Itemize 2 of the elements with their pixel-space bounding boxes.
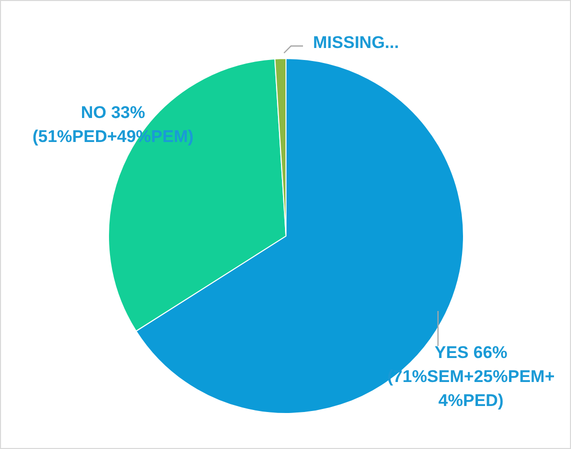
slice-label: YES 66% (71%SEM+25%PEM+4%PED) — [387, 343, 555, 410]
slice-label: MISSING... — [313, 33, 399, 52]
